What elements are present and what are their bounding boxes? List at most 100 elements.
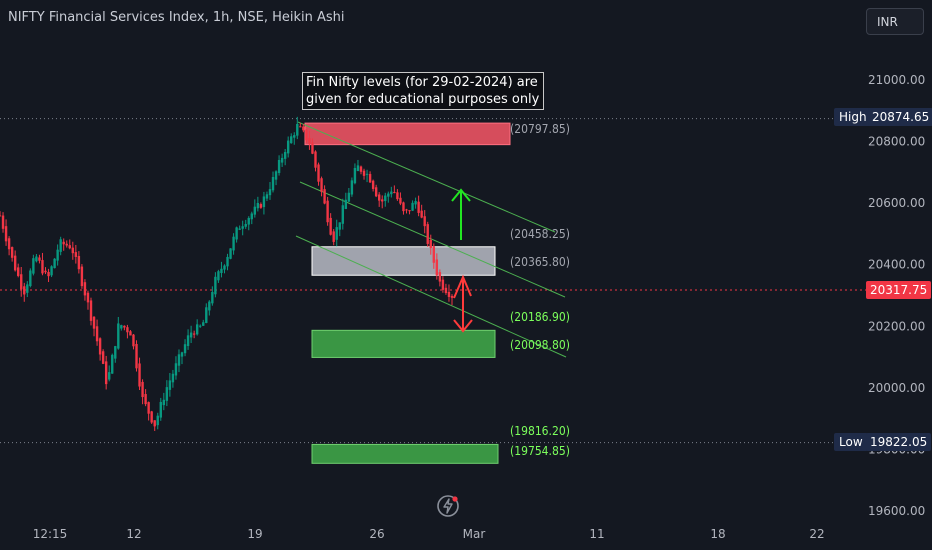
candle: [253, 199, 257, 218]
candle: [41, 252, 44, 276]
y-tick-label: 20800.00: [868, 135, 925, 149]
zones: [304, 122, 511, 464]
candle: [77, 251, 81, 274]
y-tick-label: 20000.00: [868, 381, 925, 395]
high-tag: High: [834, 108, 872, 126]
y-tick-label: 19600.00: [868, 504, 925, 518]
x-tick-label: Mar: [463, 527, 486, 541]
y-tick-label: 20200.00: [868, 319, 925, 333]
candle: [286, 136, 290, 158]
candle: [399, 192, 402, 206]
candle: [341, 198, 344, 230]
candle: [314, 150, 317, 172]
level-label: (19816.20): [510, 424, 570, 438]
candle: [450, 294, 454, 306]
candle: [344, 192, 348, 210]
candles: [0, 116, 454, 431]
candle: [359, 165, 363, 175]
candle: [59, 236, 62, 256]
candle: [265, 191, 269, 202]
candle: [432, 243, 435, 269]
candle: [365, 169, 369, 183]
candle: [189, 325, 193, 344]
candle: [171, 369, 175, 388]
candle: [80, 264, 84, 289]
channel-upper: [297, 121, 556, 233]
candle: [332, 229, 335, 246]
channel-middle: [299, 181, 566, 298]
candle: [220, 261, 223, 278]
candle: [311, 138, 314, 155]
candle: [426, 221, 429, 247]
candle: [347, 188, 351, 203]
candle: [329, 213, 332, 236]
candle: [168, 372, 172, 397]
candle: [32, 254, 35, 276]
candle: [384, 192, 387, 207]
candle: [86, 290, 90, 310]
zone-pivot: [311, 246, 496, 276]
candle: [353, 163, 357, 185]
y-tick-label: 20600.00: [868, 196, 925, 210]
candle: [296, 116, 299, 140]
y-tick-label: 21000.00: [868, 73, 925, 87]
candle: [29, 268, 32, 288]
candle: [141, 379, 144, 405]
candle: [444, 283, 448, 295]
candle: [123, 325, 126, 331]
candle: [317, 162, 320, 186]
axes: 21000.00 20800.00 20600.00 20400.00 20200.00…: [33, 73, 926, 541]
candle: [50, 265, 53, 278]
candle: [393, 185, 396, 194]
candle: [356, 159, 360, 172]
y-tick-label: 20400.00: [868, 258, 925, 272]
x-tick-label: 26: [369, 527, 384, 541]
annotation-line-2: given for educational purposes only: [306, 92, 540, 107]
level-label: (20365.80): [510, 255, 570, 269]
candle: [132, 333, 135, 350]
candle: [326, 196, 329, 226]
grid: [0, 118, 866, 444]
x-tick-label: 22: [809, 527, 824, 541]
candle: [89, 297, 93, 326]
candle: [95, 319, 99, 346]
x-tick-label: 11: [589, 527, 604, 541]
candle: [396, 189, 399, 201]
candle: [211, 286, 214, 306]
lightning-icon[interactable]: [436, 494, 460, 518]
candle: [271, 171, 275, 193]
candle: [98, 337, 102, 361]
candle: [150, 410, 153, 424]
currency-selector[interactable]: INR: [866, 8, 924, 35]
zone-support-2: [311, 443, 499, 464]
candle: [26, 281, 29, 298]
high-value: 20874.65: [868, 108, 932, 126]
candle: [101, 349, 105, 365]
candle: [371, 179, 375, 192]
down-arrow: [453, 274, 473, 333]
candle: [4, 219, 8, 246]
chart-title: NIFTY Financial Services Index, 1h, NSE,…: [8, 10, 345, 25]
low-value: 19822.05: [866, 433, 932, 451]
candle: [387, 191, 390, 203]
candle: [429, 234, 432, 255]
candle: [290, 133, 293, 144]
level-label: (20458.25): [510, 227, 570, 241]
candle: [256, 196, 260, 212]
x-tick-label: 18: [710, 527, 725, 541]
candle: [323, 185, 326, 205]
candle: [408, 210, 411, 215]
candle: [232, 233, 235, 255]
candle: [417, 195, 420, 217]
candle: [320, 176, 323, 197]
candle: [202, 319, 205, 326]
candle: [435, 253, 439, 280]
candle: [0, 211, 2, 217]
candle: [241, 220, 244, 236]
zone-support-1: [311, 329, 496, 358]
candle: [217, 269, 220, 283]
candle: [195, 319, 199, 336]
candle: [402, 201, 405, 215]
